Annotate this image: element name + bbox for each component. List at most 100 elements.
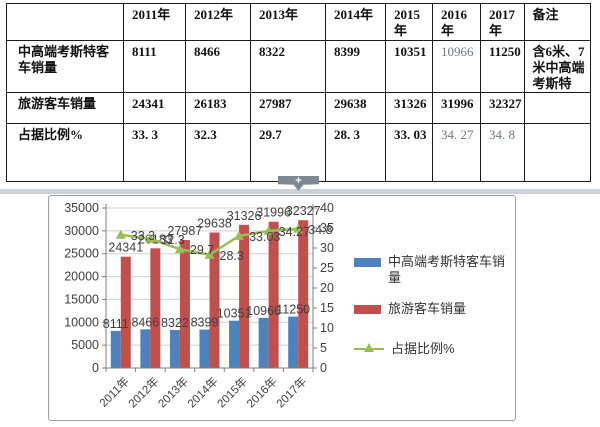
svg-text:30: 30 xyxy=(320,241,334,255)
legend-swatch-blue xyxy=(354,258,381,267)
svg-text:10351: 10351 xyxy=(217,307,252,321)
svg-text:35: 35 xyxy=(320,221,334,235)
legend-item-proportion: 占据比例% xyxy=(354,341,512,357)
cell-tour-2013: 27987 xyxy=(250,92,326,125)
cell-pct-2015: 33. 03 xyxy=(385,123,433,183)
header-blank xyxy=(6,3,124,41)
cell-tour-2017: 32327 xyxy=(480,92,525,125)
svg-text:10966: 10966 xyxy=(246,304,281,318)
svg-text:2017年: 2017年 xyxy=(273,374,309,410)
header-2014: 2014年 xyxy=(325,3,386,41)
proportion-line xyxy=(115,223,304,259)
header-2016: 2016年 xyxy=(432,3,481,41)
legend-item-coaster: 中高端考斯特客车销量 xyxy=(354,254,512,287)
sales-table: 2011年 2012年 2013年 2014年 2015年 2016年 2017… xyxy=(6,3,591,183)
svg-text:15000: 15000 xyxy=(64,292,99,306)
svg-text:29638: 29638 xyxy=(197,217,232,231)
svg-text:8322: 8322 xyxy=(161,316,189,330)
triangle-marker-icon xyxy=(364,342,374,352)
row-label-proportion: 占据比例% xyxy=(6,123,124,183)
svg-text:30000: 30000 xyxy=(64,224,99,238)
header-2017: 2017年 xyxy=(480,3,525,41)
cell-tour-2014: 29638 xyxy=(325,92,386,125)
table-row: 中高端考斯特客车销量 8111 8466 8322 8399 10351 109… xyxy=(6,39,591,94)
legend-swatch-line xyxy=(354,342,384,355)
table-header-row: 2011年 2012年 2013年 2014年 2015年 2016年 2017… xyxy=(6,3,591,41)
svg-text:8399: 8399 xyxy=(191,316,219,330)
cell-coaster-2016: 10966 xyxy=(432,39,481,94)
svg-text:8466: 8466 xyxy=(131,315,159,329)
chart-plot: 8111 8466 8322 8399103511096611250243412618… xyxy=(64,201,334,410)
svg-text:35000: 35000 xyxy=(64,201,99,215)
cell-note: 含6米、7米中高端考斯特 xyxy=(523,39,591,94)
right-axis-labels: 0 5 10 15 20 25 30 35 40 xyxy=(320,201,334,375)
cell-coaster-2015: 10351 xyxy=(385,39,433,94)
row-label-coaster-sales: 中高端考斯特客车销量 xyxy=(6,39,124,94)
svg-text:0: 0 xyxy=(92,361,99,375)
plus-icon: + xyxy=(295,175,302,187)
svg-text:34.27: 34.27 xyxy=(279,225,310,239)
cell-coaster-2011: 8111 xyxy=(123,39,186,94)
svg-text:15: 15 xyxy=(320,301,334,315)
cell-tour-2016: 31996 xyxy=(432,92,481,125)
header-2011: 2011年 xyxy=(123,3,186,41)
cell-note-empty xyxy=(523,123,591,183)
left-axis-labels: 0 5000 10000 15000 20000 25000 30000 35000 xyxy=(64,201,99,375)
legend-label: 占据比例% xyxy=(391,340,455,356)
legend-swatch-red xyxy=(354,304,381,314)
svg-text:31326: 31326 xyxy=(227,209,262,223)
header-2013: 2013年 xyxy=(250,3,326,41)
svg-text:32.3: 32.3 xyxy=(160,233,184,247)
svg-text:24341: 24341 xyxy=(108,241,143,255)
svg-text:2016年: 2016年 xyxy=(244,374,280,410)
svg-text:33.3: 33.3 xyxy=(131,229,155,243)
cell-pct-2017: 34. 8 xyxy=(480,123,525,183)
cell-coaster-2013: 8322 xyxy=(250,39,326,94)
legend-label: 中高端考斯特客车销量 xyxy=(388,254,506,286)
cell-note-empty xyxy=(523,92,591,125)
legend-item-tour: 旅游客车销量 xyxy=(354,301,512,317)
svg-text:31996: 31996 xyxy=(256,206,291,220)
cell-pct-2014: 28. 3 xyxy=(325,123,386,183)
chart-legend: 中高端考斯特客车销量 旅游客车销量 占据比例% xyxy=(354,254,512,371)
svg-text:5: 5 xyxy=(320,341,327,355)
cell-pct-2012: 32.3 xyxy=(185,123,251,183)
cell-pct-2011: 33. 3 xyxy=(123,123,186,183)
cell-pct-2016: 34. 27 xyxy=(432,123,481,183)
table-row: 旅游客车销量 24341 26183 27987 29638 31326 319… xyxy=(6,92,591,125)
svg-text:25000: 25000 xyxy=(64,247,99,261)
cell-tour-2011: 24341 xyxy=(123,92,186,125)
svg-text:8111: 8111 xyxy=(103,317,129,331)
legend-label: 旅游客车销量 xyxy=(388,300,467,316)
cell-tour-2015: 31326 xyxy=(385,92,433,125)
row-label-tour-bus-sales: 旅游客车销量 xyxy=(6,92,124,125)
cell-pct-2013: 29.7 xyxy=(250,123,326,183)
svg-text:10: 10 xyxy=(320,321,334,335)
bars-tour xyxy=(120,220,309,368)
svg-text:25: 25 xyxy=(320,261,334,275)
header-2012: 2012年 xyxy=(185,3,251,41)
svg-text:29.7: 29.7 xyxy=(190,243,214,257)
svg-text:10000: 10000 xyxy=(64,315,99,329)
svg-text:20000: 20000 xyxy=(64,270,99,284)
cell-coaster-2012: 8466 xyxy=(185,39,251,94)
svg-text:32327: 32327 xyxy=(286,204,321,218)
svg-text:2014年: 2014年 xyxy=(184,374,220,410)
header-2015: 2015年 xyxy=(385,3,433,41)
svg-text:2012年: 2012年 xyxy=(125,374,161,410)
cell-tour-2012: 26183 xyxy=(185,92,251,125)
svg-text:2013年: 2013年 xyxy=(155,374,191,410)
svg-text:2015年: 2015年 xyxy=(214,374,250,410)
bars-coaster xyxy=(110,316,299,368)
svg-text:33.03: 33.03 xyxy=(249,230,280,244)
svg-text:11250: 11250 xyxy=(276,303,310,317)
cell-coaster-2017: 11250 xyxy=(480,39,525,94)
svg-text:27987: 27987 xyxy=(168,224,203,238)
cell-coaster-2014: 8399 xyxy=(325,39,386,94)
table-row: 占据比例% 33. 3 32.3 29.7 28. 3 33. 03 34. 2… xyxy=(6,123,591,183)
svg-text:0: 0 xyxy=(320,361,327,375)
